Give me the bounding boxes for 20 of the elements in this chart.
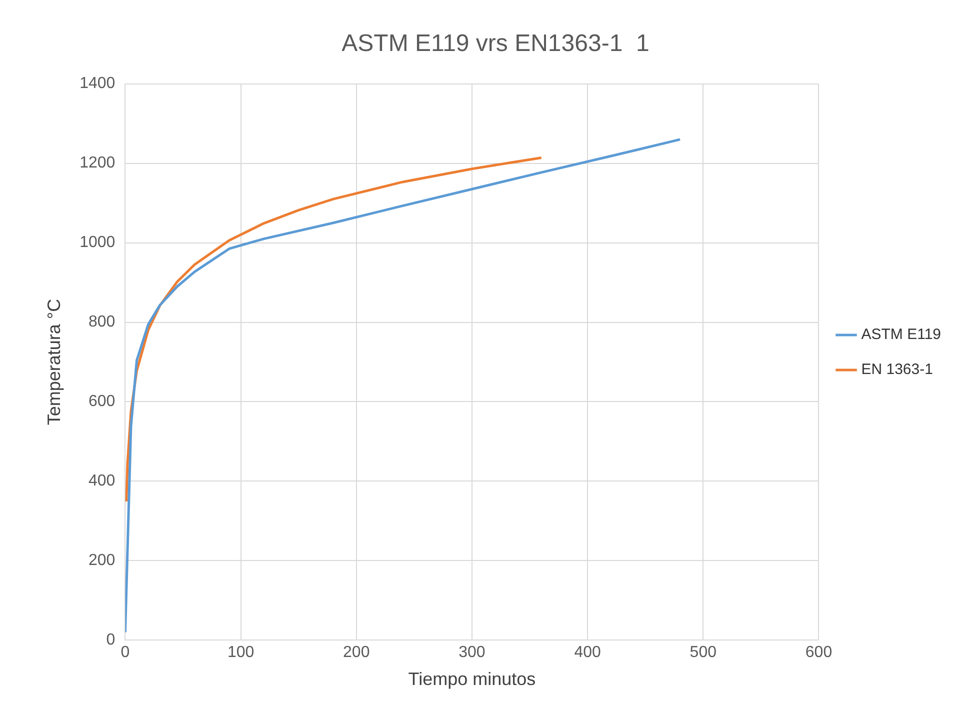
x-tick-label: 100 (227, 644, 254, 662)
y-tick-label: 800 (88, 314, 116, 331)
x-tick-label: 200 (343, 644, 370, 662)
chart-title: ASTM E119 vrs EN1363-1 1 (342, 30, 650, 58)
y-tick-label: 400 (88, 472, 116, 490)
y-axis-title: Temperatura °C (44, 298, 64, 426)
y-tick-label: 0 (106, 632, 116, 649)
y-tick-label: 200 (88, 552, 116, 570)
x-tick-label: 300 (458, 644, 486, 662)
x-tick-label: 0 (120, 644, 130, 662)
y-tick-label: 1200 (80, 154, 116, 172)
x-tick-label: 400 (574, 644, 602, 662)
legend-label: ASTM E119 (861, 326, 942, 344)
y-tick-label: 1000 (80, 234, 116, 252)
y-tick-label: 1400 (80, 75, 116, 92)
legend-label: EN 1363-1 (861, 361, 933, 378)
y-tick-label: 600 (88, 393, 116, 410)
x-tick-label: 600 (805, 644, 832, 662)
x-axis-title: Tiempo minutos (408, 669, 536, 690)
x-tick-label: 500 (690, 644, 717, 662)
